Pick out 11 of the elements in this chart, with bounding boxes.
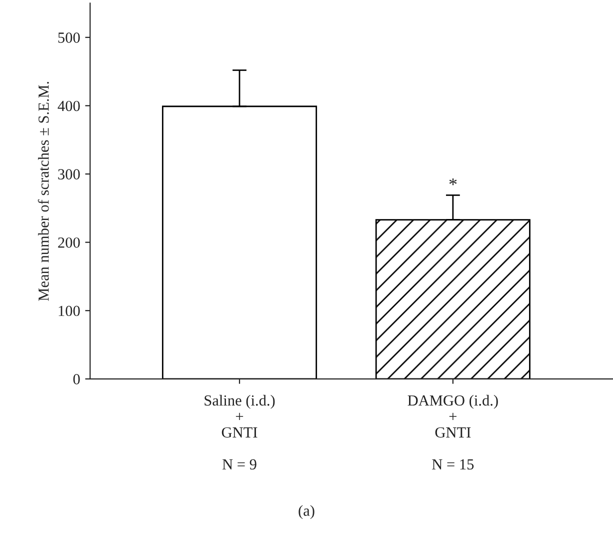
annotation: * bbox=[449, 178, 457, 186]
y-tick-label: 100 bbox=[58, 306, 80, 316]
y-tick-label: 0 bbox=[73, 374, 80, 384]
text: (a) bbox=[298, 505, 314, 519]
y-tick-label: 200 bbox=[58, 237, 80, 248]
y-tick-label: 300 bbox=[58, 169, 80, 180]
category-label: Saline (i.d.) + GNTI N = 9 bbox=[204, 394, 275, 470]
y-axis-title: Mean number of scratches ± S.E.M. bbox=[38, 82, 49, 301]
y-tick-label: 500 bbox=[58, 32, 80, 43]
y-tick-label: 400 bbox=[58, 100, 80, 112]
category-label: DAMGO (i.d.) + GNTI N = 15 bbox=[408, 394, 498, 470]
